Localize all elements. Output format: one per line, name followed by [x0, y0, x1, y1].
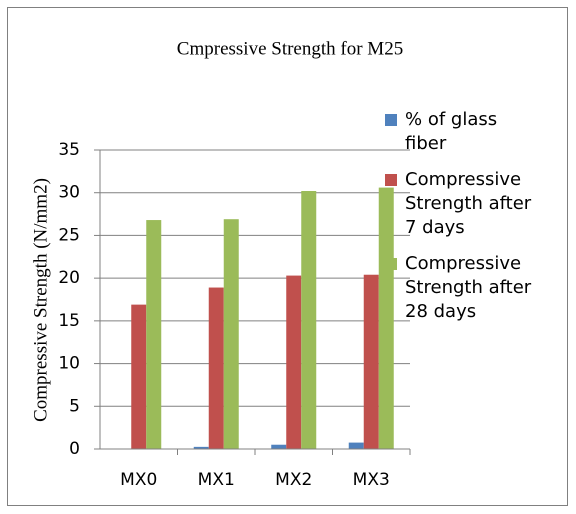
legend-swatch — [385, 114, 397, 126]
bar — [348, 442, 364, 449]
y-tick-label: 25 — [58, 225, 80, 245]
legend-swatch — [385, 258, 397, 270]
legend-entry: % of glass fiber — [383, 108, 515, 156]
x-tick-label: MX2 — [275, 470, 312, 490]
bar — [131, 304, 147, 449]
y-axis-title: Compressive Strength (N/mm2) — [30, 178, 51, 422]
y-tick-label: 15 — [58, 311, 80, 331]
bar — [378, 187, 394, 450]
y-tick-label: 0 — [69, 439, 80, 459]
legend-label: Compressive Strength after 28 days — [405, 253, 532, 322]
bar — [286, 275, 302, 449]
y-tick-label: 20 — [58, 268, 80, 288]
bar — [223, 219, 239, 449]
x-tick-label: MX1 — [198, 470, 235, 490]
legend-entry: Compressive Strength after 28 days — [383, 252, 545, 324]
x-tick-label: MX0 — [120, 470, 157, 490]
bar — [363, 274, 379, 449]
legend-label: Compressive Strength after 7 days — [405, 169, 532, 238]
legend-label: % of glass fiber — [405, 109, 498, 154]
bar — [271, 444, 287, 449]
bar — [146, 220, 162, 449]
legend: % of glass fiber Compressive Strength aft… — [383, 108, 563, 336]
y-tick-label: 5 — [69, 396, 80, 416]
legend-entry: Compressive Strength after 7 days — [383, 168, 545, 240]
y-tick-label: 35 — [58, 140, 80, 160]
y-tick-label: 30 — [58, 183, 80, 203]
chart-border — [7, 7, 568, 506]
bar — [193, 446, 209, 449]
y-tick-label: 10 — [58, 354, 80, 374]
chart-title: Cmpressive Strength for M25 — [177, 38, 403, 59]
bar — [208, 287, 224, 449]
x-tick-label: MX3 — [353, 470, 390, 490]
legend-swatch — [385, 174, 397, 186]
bar — [301, 191, 317, 449]
